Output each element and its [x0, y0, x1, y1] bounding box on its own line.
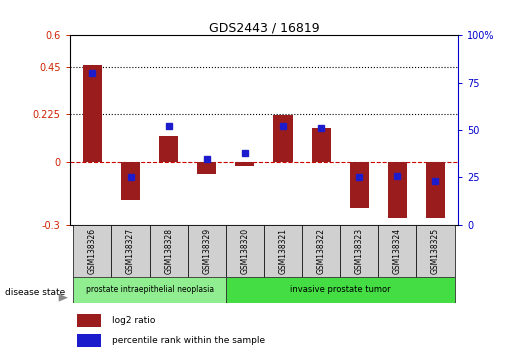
Bar — [83, 65, 102, 162]
Title: GDS2443 / 16819: GDS2443 / 16819 — [209, 21, 319, 34]
Text: disease state: disease state — [5, 287, 65, 297]
Text: invasive prostate tumor: invasive prostate tumor — [290, 285, 390, 295]
Bar — [350, 162, 369, 208]
Text: GSM138321: GSM138321 — [279, 228, 287, 274]
Bar — [264, 225, 302, 278]
Bar — [121, 162, 140, 200]
Text: log2 ratio: log2 ratio — [112, 316, 156, 325]
Bar — [302, 225, 340, 278]
Text: GSM138329: GSM138329 — [202, 228, 211, 274]
Bar — [388, 162, 407, 218]
Bar — [273, 115, 293, 162]
Bar — [149, 225, 187, 278]
Bar — [340, 225, 379, 278]
Text: GSM138322: GSM138322 — [317, 228, 325, 274]
Bar — [426, 162, 445, 218]
Bar — [312, 128, 331, 162]
Text: GSM138328: GSM138328 — [164, 228, 173, 274]
Bar — [159, 136, 178, 162]
Bar — [417, 225, 455, 278]
Polygon shape — [59, 294, 68, 302]
Bar — [73, 277, 226, 303]
Bar — [111, 225, 149, 278]
Bar — [226, 277, 455, 303]
Text: percentile rank within the sample: percentile rank within the sample — [112, 336, 265, 345]
Bar — [77, 314, 100, 327]
Bar — [73, 225, 111, 278]
Bar — [187, 225, 226, 278]
Bar — [379, 225, 417, 278]
Bar — [226, 225, 264, 278]
Text: GSM138320: GSM138320 — [241, 228, 249, 274]
Bar — [235, 162, 254, 166]
Bar — [197, 162, 216, 174]
Text: GSM138323: GSM138323 — [355, 228, 364, 274]
Bar — [77, 334, 100, 347]
Text: GSM138324: GSM138324 — [393, 228, 402, 274]
Text: GSM138326: GSM138326 — [88, 228, 97, 274]
Text: GSM138325: GSM138325 — [431, 228, 440, 274]
Text: prostate intraepithelial neoplasia: prostate intraepithelial neoplasia — [85, 285, 214, 295]
Text: GSM138327: GSM138327 — [126, 228, 135, 274]
